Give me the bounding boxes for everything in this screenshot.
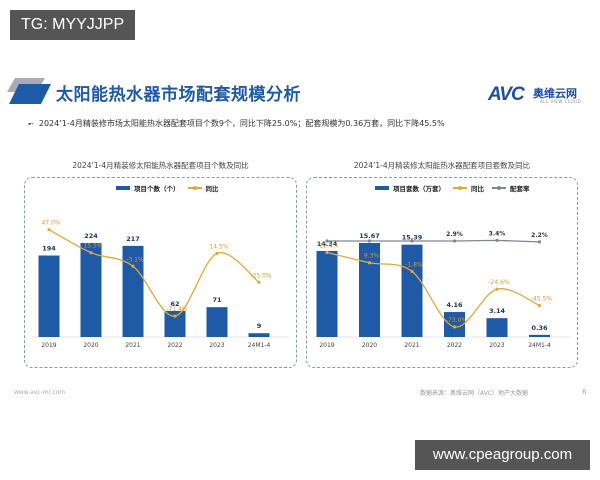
logo-en-name: ALL VIEW CLOUD: [540, 99, 582, 104]
bar: [248, 333, 270, 337]
svg-text:3.4%: 3.4%: [489, 230, 506, 237]
svg-text:2021: 2021: [404, 342, 419, 349]
svg-text:4.16: 4.16: [446, 301, 463, 309]
svg-text:2020: 2020: [362, 342, 377, 349]
svg-text:-73.0%: -73.0%: [446, 317, 468, 324]
svg-text:-25.0%: -25.0%: [250, 272, 272, 279]
double-arrow-icon: ➸: [28, 120, 34, 128]
svg-text:194: 194: [42, 245, 56, 253]
svg-text:2019: 2019: [41, 342, 56, 349]
tg-tag-overlay: TG: MYYJJPP: [10, 10, 135, 40]
legend-label-sets: 项目套数（万套）: [393, 185, 445, 193]
svg-text:-45.5%: -45.5%: [531, 295, 553, 302]
svg-text:2022: 2022: [447, 342, 462, 349]
svg-text:71: 71: [212, 296, 222, 304]
svg-text:2023: 2023: [209, 342, 224, 349]
bar: [122, 245, 144, 337]
site-url-overlay: www.cpeagroup.com: [415, 440, 590, 470]
svg-text:0.36: 0.36: [531, 324, 548, 332]
svg-text:2021: 2021: [125, 342, 140, 349]
bar: [38, 255, 60, 337]
svg-text:217: 217: [126, 235, 140, 243]
svg-text:2023: 2023: [489, 342, 504, 349]
legend-bar-swatch: [116, 186, 130, 190]
svg-text:2.9%: 2.9%: [446, 231, 463, 238]
bar: [206, 307, 228, 337]
right-chart-frame: [306, 177, 578, 368]
page-number: 6: [582, 388, 587, 396]
svg-text:2020: 2020: [83, 342, 98, 349]
footer-source: 数据来源：奥维云网（AVC）地产大数据: [420, 390, 529, 397]
summary-text: 2024’1-4月精装修市场太阳能热水器配套项目个数9个，同比下降25.0%；配…: [38, 119, 445, 128]
footer-website: www.avc-mr.com: [14, 389, 66, 396]
svg-text:2022: 2022: [167, 342, 182, 349]
right-chart-legend: 项目套数（万套） 同比 配套率: [375, 183, 530, 193]
svg-text:9: 9: [257, 322, 262, 330]
summary-bullet: ➸ 2024’1-4月精装修市场太阳能热水器配套项目个数9个，同比下降25.0%；…: [28, 118, 445, 129]
left-chart-plot: 194 224 217 62 71 9 2019 2020 2021 2022 2023 24M1-4…: [32, 220, 289, 349]
slide: [0, 60, 600, 415]
legend-label-count: 项目个数（个）: [134, 185, 180, 193]
svg-text:224: 224: [84, 232, 98, 240]
svg-text:24M1-4: 24M1-4: [528, 342, 551, 349]
legend-label-rate: 配套率: [510, 185, 530, 193]
legend-line-swatch-yoy: [453, 186, 467, 190]
left-chart-legend: 项目个数（个） 同比: [116, 183, 219, 193]
svg-text:-71.4%: -71.4%: [166, 306, 188, 313]
avc-logo: AVC 奥维云网 ALL VIEW CLOUD: [488, 84, 581, 106]
right-chart-plot: 14.34 15.67 15.39 4.16 3.14 0.36 2019 2020 2021 2…: [314, 230, 570, 349]
legend-line-swatch-yoy: [187, 186, 202, 190]
svg-text:-24.6%: -24.6%: [488, 279, 510, 286]
svg-text:15.5%: 15.5%: [83, 243, 102, 250]
svg-text:15.67: 15.67: [359, 232, 380, 240]
svg-text:24M1-4: 24M1-4: [248, 342, 271, 349]
svg-text:3.14: 3.14: [489, 307, 506, 315]
bar: [164, 310, 186, 337]
right-chart-title: 2024’1-4月精装修太阳能热水器配套项目套数及同比: [353, 161, 531, 170]
title-decoration-icon: [7, 78, 51, 104]
svg-text:62: 62: [170, 300, 179, 308]
legend-line-swatch-rate: [492, 186, 506, 190]
legend-label-yoy: 同比: [205, 185, 219, 193]
bar: [486, 318, 508, 337]
svg-text:2.2%: 2.2%: [531, 232, 548, 239]
svg-text:15.39: 15.39: [402, 234, 423, 242]
bar: [401, 244, 423, 337]
bar: [80, 242, 102, 337]
legend-bar-swatch: [375, 186, 389, 190]
svg-text:47.0%: 47.0%: [41, 220, 60, 227]
svg-text:14.34: 14.34: [317, 240, 338, 248]
logo-cn-name: 奥维云网: [533, 87, 577, 100]
page-title: 太阳能热水器市场配套规模分析: [56, 85, 301, 105]
bar: [359, 242, 380, 337]
left-chart-title: 2024’1-4月精装修太阳能热水器配套项目个数及同比: [72, 161, 249, 170]
bar: [444, 312, 465, 337]
bar: [316, 250, 338, 337]
svg-text:-3.1%: -3.1%: [126, 256, 144, 263]
logo-mark: AVC: [488, 84, 525, 105]
legend-label-yoy: 同比: [471, 185, 484, 193]
svg-text:-1.8%: -1.8%: [405, 261, 423, 268]
svg-text:2019: 2019: [319, 342, 334, 349]
svg-text:14.5%: 14.5%: [209, 243, 228, 250]
left-chart-frame: [24, 177, 297, 368]
bar: [529, 334, 550, 337]
svg-text:9.3%: 9.3%: [364, 253, 380, 260]
svg-text:22.4%: 22.4%: [319, 243, 338, 250]
